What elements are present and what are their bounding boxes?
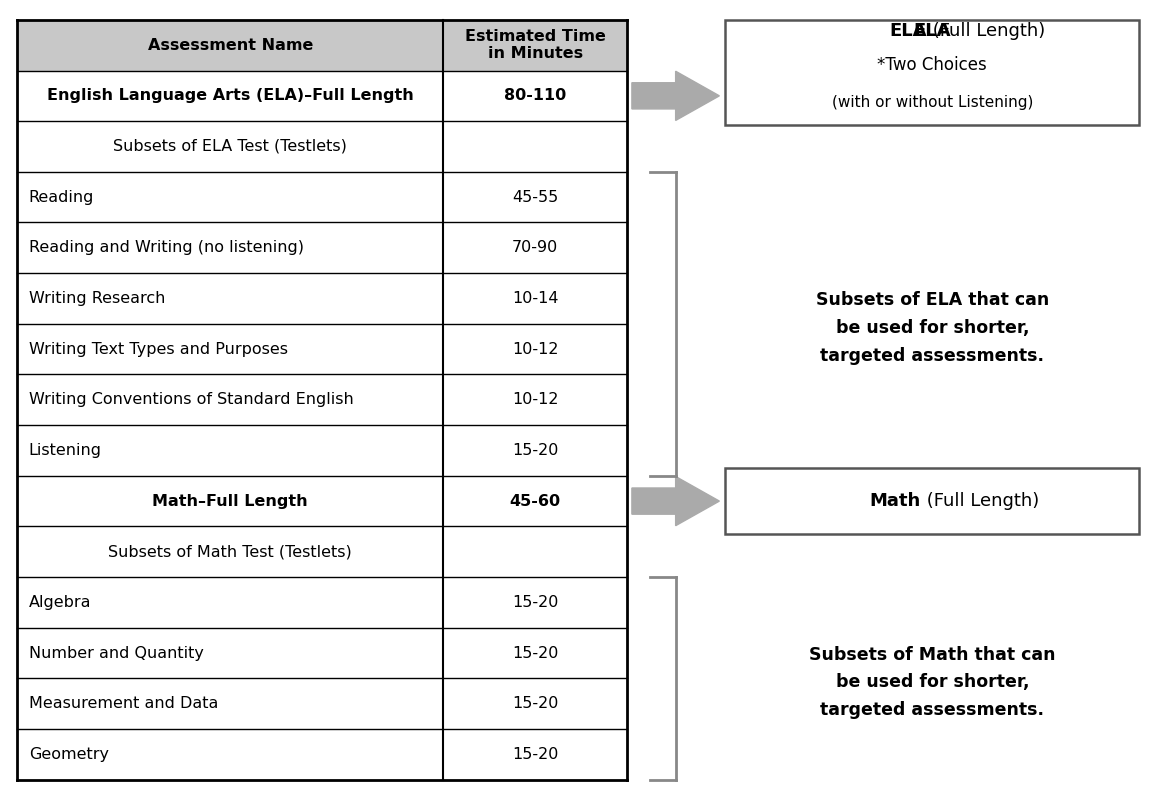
Text: 70-90: 70-90 bbox=[512, 241, 558, 256]
Bar bbox=[17, 121, 627, 172]
Text: 80-110: 80-110 bbox=[504, 88, 566, 103]
Text: Listening: Listening bbox=[29, 443, 101, 458]
Text: Geometry: Geometry bbox=[29, 747, 109, 762]
Bar bbox=[17, 222, 627, 273]
Text: be used for shorter,: be used for shorter, bbox=[836, 318, 1029, 337]
Bar bbox=[17, 20, 627, 71]
Bar bbox=[17, 375, 627, 425]
Text: 15-20: 15-20 bbox=[512, 747, 558, 762]
Text: 45-55: 45-55 bbox=[512, 190, 558, 205]
Text: Writing Research: Writing Research bbox=[29, 291, 165, 306]
Text: Subsets of ELA Test (Testlets): Subsets of ELA Test (Testlets) bbox=[113, 139, 348, 154]
FancyArrow shape bbox=[632, 476, 719, 526]
Text: 10-12: 10-12 bbox=[512, 392, 558, 407]
Text: Math–Full Length: Math–Full Length bbox=[152, 494, 308, 509]
Text: 15-20: 15-20 bbox=[512, 443, 558, 458]
Text: English Language Arts (ELA)–Full Length: English Language Arts (ELA)–Full Length bbox=[47, 88, 413, 103]
Bar bbox=[17, 324, 627, 375]
Text: Estimated Time
in Minutes: Estimated Time in Minutes bbox=[465, 29, 605, 61]
Text: be used for shorter,: be used for shorter, bbox=[836, 673, 1029, 692]
Text: 15-20: 15-20 bbox=[512, 696, 558, 711]
Text: Number and Quantity: Number and Quantity bbox=[29, 646, 204, 661]
Text: 15-20: 15-20 bbox=[512, 595, 558, 610]
Bar bbox=[17, 425, 627, 476]
Bar bbox=[17, 678, 627, 729]
Bar bbox=[17, 172, 627, 222]
Text: 45-60: 45-60 bbox=[510, 494, 561, 509]
Text: (Full Length): (Full Length) bbox=[927, 22, 1045, 40]
Bar bbox=[17, 628, 627, 678]
Text: Math: Math bbox=[869, 492, 921, 510]
Text: targeted assessments.: targeted assessments. bbox=[821, 701, 1044, 719]
Text: (Full Length): (Full Length) bbox=[921, 492, 1039, 510]
Text: Writing Conventions of Standard English: Writing Conventions of Standard English bbox=[29, 392, 353, 407]
Bar bbox=[17, 577, 627, 628]
Text: 10-12: 10-12 bbox=[512, 341, 558, 357]
Bar bbox=[17, 273, 627, 324]
Text: Reading: Reading bbox=[29, 190, 94, 205]
Text: (with or without Listening): (with or without Listening) bbox=[832, 95, 1032, 110]
FancyArrow shape bbox=[632, 71, 719, 121]
Text: Algebra: Algebra bbox=[29, 595, 91, 610]
Bar bbox=[17, 476, 627, 526]
Bar bbox=[17, 729, 627, 780]
Bar bbox=[17, 71, 627, 121]
Text: Subsets of Math Test (Testlets): Subsets of Math Test (Testlets) bbox=[108, 544, 352, 559]
Bar bbox=[725, 20, 1139, 125]
Text: Measurement and Data: Measurement and Data bbox=[29, 696, 219, 711]
Text: 10-14: 10-14 bbox=[512, 291, 558, 306]
Bar bbox=[725, 468, 1139, 534]
Text: ELA: ELA bbox=[914, 22, 951, 40]
Text: targeted assessments.: targeted assessments. bbox=[821, 346, 1044, 364]
Text: Writing Text Types and Purposes: Writing Text Types and Purposes bbox=[29, 341, 288, 357]
Bar bbox=[17, 526, 627, 577]
Text: Subsets of ELA that can: Subsets of ELA that can bbox=[816, 291, 1049, 309]
Text: Reading and Writing (no listening): Reading and Writing (no listening) bbox=[29, 241, 304, 256]
Text: ELA: ELA bbox=[889, 22, 927, 40]
Text: 15-20: 15-20 bbox=[512, 646, 558, 661]
Text: *Two Choices: *Two Choices bbox=[877, 56, 988, 74]
Text: Assessment Name: Assessment Name bbox=[147, 37, 313, 52]
Text: Subsets of Math that can: Subsets of Math that can bbox=[809, 646, 1055, 664]
